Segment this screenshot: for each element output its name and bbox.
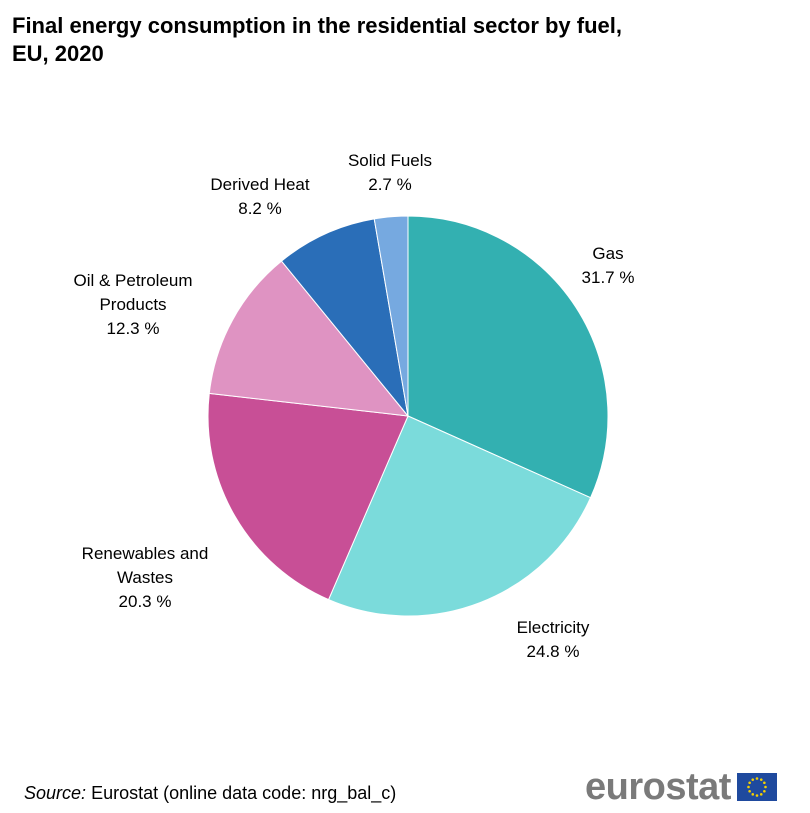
- slice-label-renewables-and-wastes: Renewables and Wastes 20.3 %: [82, 544, 209, 611]
- pie-slices: [207, 215, 609, 617]
- pie-slice-electricity: [327, 415, 592, 617]
- slice-label-derived-heat: Derived Heat 8.2 %: [210, 175, 309, 218]
- slice-labels: Gas 31.7 % Electricity 24.8 % Renewables and…: [73, 151, 634, 661]
- source-note: Source: Eurostat (online data code: nrg_…: [24, 783, 396, 804]
- pie-slice-solid-fuels: [373, 215, 409, 417]
- chart-title: Final energy consumption in the resident…: [12, 13, 623, 66]
- pie-slice-derived-heat: [280, 218, 409, 418]
- pie-slice-oil-petroleum-products: [208, 260, 410, 417]
- slice-label-gas: Gas 31.7 %: [582, 244, 635, 287]
- source-text: Eurostat (online data code: nrg_bal_c): [91, 783, 397, 803]
- slice-label-solid-fuels: Solid Fuels 2.7 %: [348, 151, 432, 194]
- slice-label-oil-petroleum-products: Oil & Petroleum Products 12.3 %: [73, 271, 192, 338]
- logo-text: eurostat: [585, 766, 731, 808]
- pie-slice-gas: [407, 215, 609, 499]
- slice-label-electricity: Electricity 24.8 %: [517, 618, 590, 661]
- pie-slice-renewables-and-wastes: [207, 392, 409, 601]
- eurostat-logo: eurostat: [585, 766, 777, 808]
- eu-flag-icon: [736, 773, 777, 801]
- source-label: Source:: [24, 783, 87, 803]
